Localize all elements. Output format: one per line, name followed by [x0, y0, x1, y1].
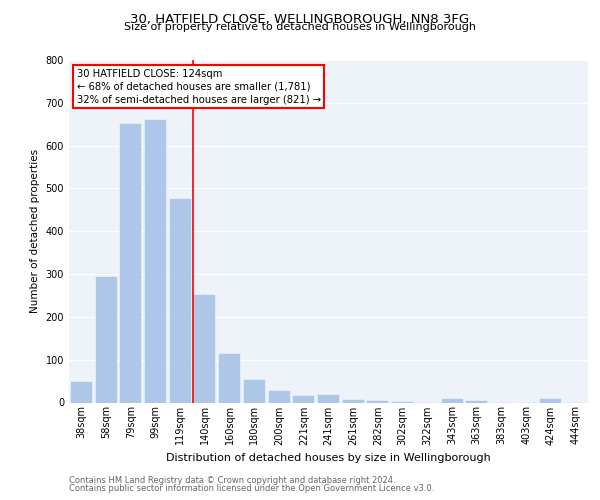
X-axis label: Distribution of detached houses by size in Wellingborough: Distribution of detached houses by size …	[166, 453, 491, 463]
Text: 30 HATFIELD CLOSE: 124sqm
← 68% of detached houses are smaller (1,781)
32% of se: 30 HATFIELD CLOSE: 124sqm ← 68% of detac…	[77, 68, 321, 105]
Bar	[170, 199, 191, 402]
Bar	[145, 120, 166, 403]
Text: 30, HATFIELD CLOSE, WELLINGBOROUGH, NN8 3FG: 30, HATFIELD CLOSE, WELLINGBOROUGH, NN8 …	[130, 12, 470, 26]
Bar	[541, 399, 562, 402]
Text: Contains public sector information licensed under the Open Government Licence v3: Contains public sector information licen…	[69, 484, 434, 493]
Text: Contains HM Land Registry data © Crown copyright and database right 2024.: Contains HM Land Registry data © Crown c…	[69, 476, 395, 485]
Bar	[194, 294, 215, 403]
Bar	[95, 277, 116, 402]
Bar	[71, 382, 92, 402]
Y-axis label: Number of detached properties: Number of detached properties	[30, 149, 40, 314]
Bar	[367, 401, 388, 402]
Bar	[120, 124, 141, 402]
Text: Size of property relative to detached houses in Wellingborough: Size of property relative to detached ho…	[124, 22, 476, 32]
Bar	[318, 395, 339, 402]
Bar	[219, 354, 240, 403]
Bar	[442, 398, 463, 402]
Bar	[269, 390, 290, 402]
Bar	[466, 401, 487, 402]
Bar	[244, 380, 265, 402]
Bar	[343, 400, 364, 402]
Bar	[293, 396, 314, 402]
